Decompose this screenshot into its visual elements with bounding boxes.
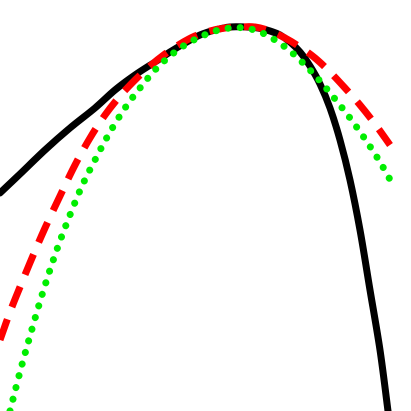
series-line-black-solid <box>0 23 392 411</box>
series-line-red-dashed <box>0 23 393 342</box>
series-line-green-dotted <box>6 24 397 411</box>
